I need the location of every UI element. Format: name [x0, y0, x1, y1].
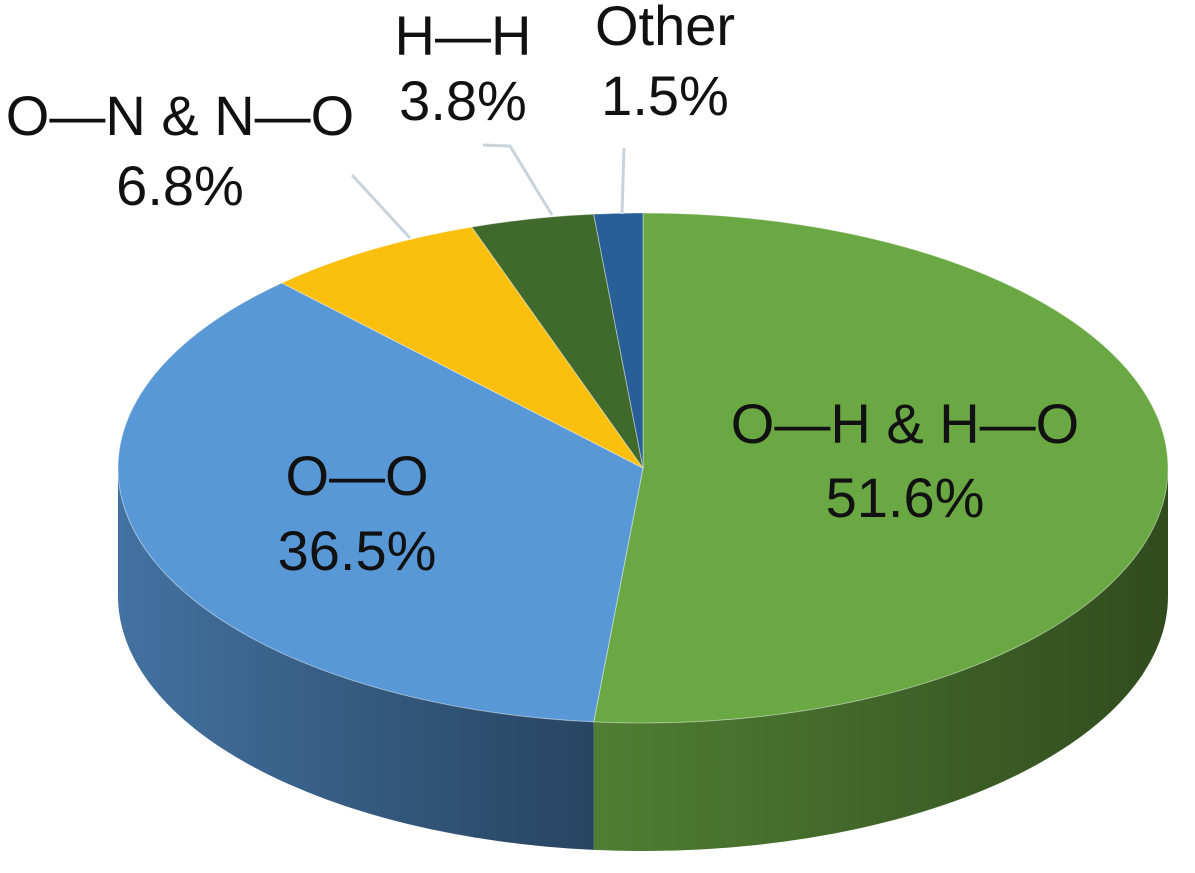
slice-side — [118, 468, 594, 850]
slice — [470, 213, 644, 469]
data-label-value: 51.6% — [826, 466, 985, 529]
leader-line — [482, 143, 554, 216]
data-label-name: H—H — [395, 4, 532, 67]
leader-line — [350, 173, 412, 240]
leader-line — [620, 147, 626, 215]
slice — [280, 226, 644, 469]
data-label-name: O—O — [285, 444, 428, 507]
data-label-name: O—N & N—O — [6, 84, 354, 147]
data-label-name: O—H & H—O — [731, 392, 1079, 455]
slice — [117, 282, 644, 723]
slice — [593, 212, 644, 469]
data-label-name: Other — [595, 0, 735, 57]
data-label-value: 1.5% — [601, 64, 729, 127]
data-label-value: 36.5% — [278, 519, 437, 582]
data-label-value: 6.8% — [116, 154, 244, 217]
data-label-value: 3.8% — [399, 69, 527, 132]
slice-side — [593, 468, 1168, 851]
slice — [593, 212, 1169, 724]
